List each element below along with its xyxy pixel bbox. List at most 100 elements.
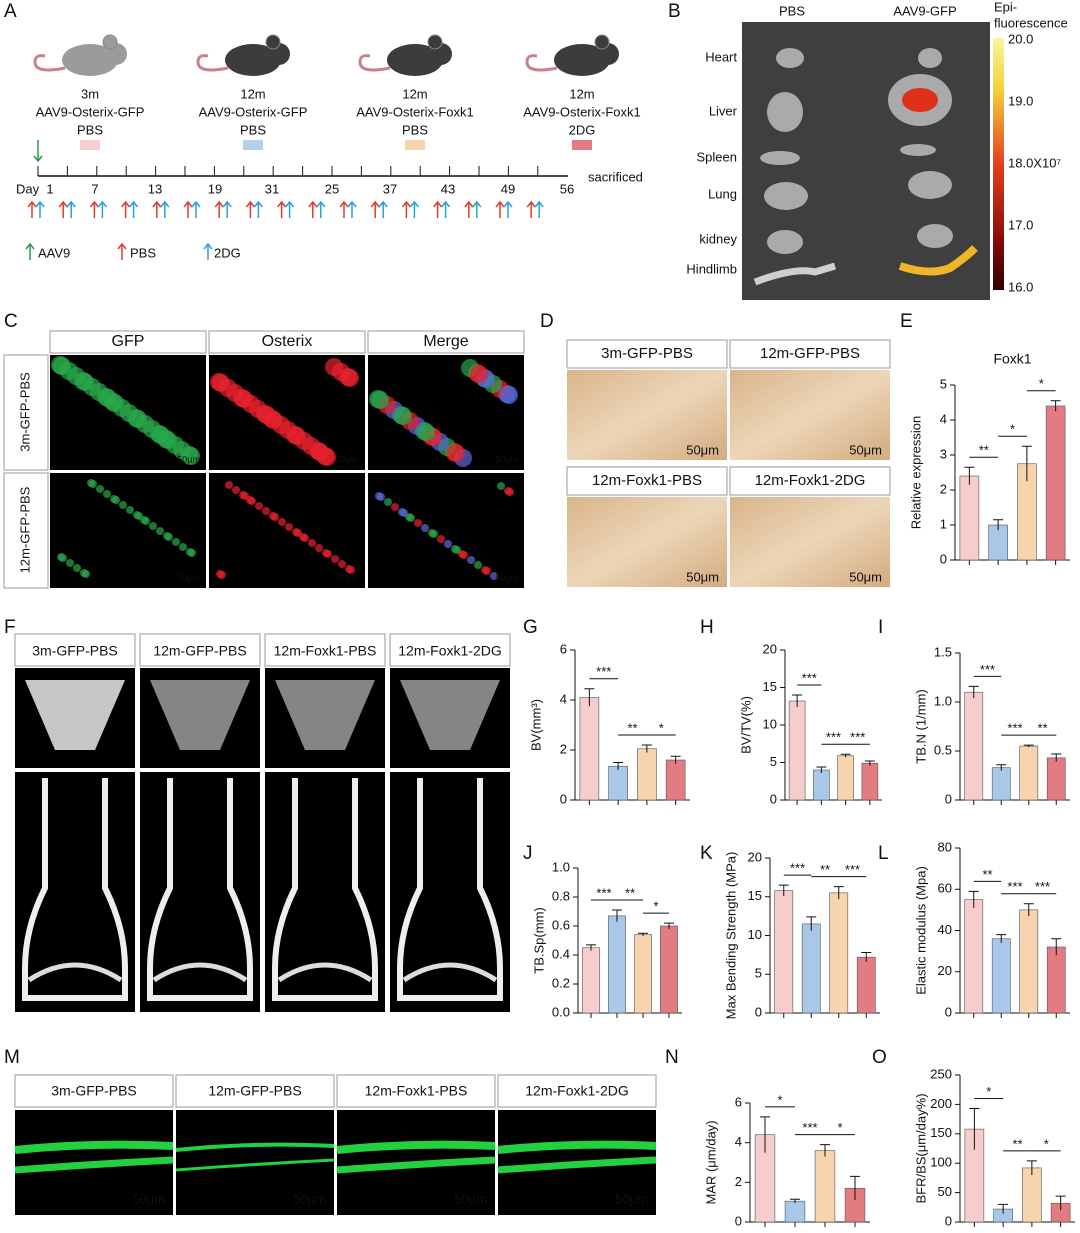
mouse-body [387, 44, 443, 76]
column-header: GFP [112, 333, 145, 350]
y-tick-label: 250 [930, 1066, 952, 1081]
mouse-ear [265, 34, 281, 50]
ct-header-box [264, 633, 386, 667]
label: AAV9-Osterix-Foxk1 [356, 104, 474, 119]
ct-header-box [139, 633, 261, 667]
y-axis-label: TB.Sp(mm) [531, 907, 546, 973]
bar [1019, 745, 1039, 801]
error-bar [792, 694, 803, 707]
significance-label: *** [980, 662, 995, 677]
injection-arrow [245, 200, 255, 218]
ct-label: 12m-Foxk1-2DG [398, 643, 501, 659]
ct-image-bottom [15, 772, 135, 1012]
y-tick-label: 6 [735, 1094, 742, 1109]
error-bar [840, 753, 851, 758]
organ-label: Liver [709, 103, 738, 118]
row-header: 3m-GFP-PBS [17, 372, 32, 452]
y-tick-label: 0 [770, 791, 777, 806]
ct-image-bottom [390, 772, 510, 1012]
ct-label: 12m-GFP-PBS [153, 643, 246, 659]
bar [788, 700, 806, 801]
injection-arrow [66, 200, 76, 218]
colorbar-title: fluorescence [994, 15, 1068, 30]
significance-label: *** [596, 885, 611, 900]
injection-arrow [464, 200, 474, 218]
colorbar-title: Epi- [994, 0, 1017, 14]
y-tick-label: 150 [930, 1125, 952, 1140]
y-tick-label: 4 [940, 411, 947, 426]
injection-arrow [370, 200, 380, 218]
signal [152, 426, 170, 444]
signal [59, 554, 67, 562]
injection-arrow [433, 200, 443, 218]
label: PBS [77, 122, 103, 137]
mouse-body [225, 44, 281, 76]
y-tick-label: 0.2 [552, 975, 570, 990]
group-swatch [572, 140, 592, 150]
error-bar [964, 466, 975, 485]
calcein-band [497, 1156, 657, 1174]
y-tick-label: 2 [940, 481, 947, 496]
organ [908, 171, 952, 199]
error-bar [670, 755, 681, 764]
signal [156, 527, 164, 535]
y-tick-label: 0 [945, 791, 952, 806]
signal [483, 567, 491, 575]
injection-arrow [222, 200, 232, 218]
label: PBS [779, 3, 805, 18]
error-bar [996, 934, 1007, 943]
ihc-header-box [729, 466, 891, 496]
liver-signal [902, 88, 938, 112]
calcein-header-box [175, 1074, 335, 1108]
panel-label: E [900, 311, 913, 332]
y-axis-label: BV(mm³) [528, 699, 543, 751]
signal [241, 492, 249, 500]
day-label: 7 [91, 181, 98, 196]
error-bar [664, 922, 674, 929]
column-header: Merge [423, 333, 468, 350]
ct-header-box [389, 633, 511, 667]
signal [497, 482, 505, 490]
signal [341, 369, 359, 387]
signal [421, 524, 429, 532]
colorbar [993, 38, 1004, 290]
ihc-header-box [729, 339, 891, 369]
error-bar [1051, 753, 1062, 762]
significance-label: *** [826, 730, 841, 745]
injection-arrow [526, 200, 536, 218]
y-tick-label: 0.0 [552, 1004, 570, 1019]
y-tick-label: 0 [940, 551, 947, 566]
signal [430, 530, 438, 538]
day-label: 37 [383, 181, 397, 196]
ct-image-bottom [265, 772, 385, 1012]
error-bar [969, 1108, 980, 1150]
injection-arrow [277, 200, 287, 218]
y-axis-label: BV/TV(%) [738, 696, 753, 754]
legend-label: AAV9 [38, 245, 70, 260]
trabecular-top [275, 680, 375, 750]
signal [172, 538, 180, 546]
y-tick-label: 200 [930, 1096, 952, 1111]
signal [467, 556, 475, 564]
significance-label: *** [802, 1120, 817, 1135]
scale-label: 50μm [849, 569, 882, 584]
y-tick-label: 4 [735, 1134, 742, 1149]
significance-label: *** [596, 664, 611, 679]
bar [959, 475, 980, 561]
error-bar [1051, 938, 1062, 956]
signal [126, 506, 134, 514]
y-tick-label: 0.8 [552, 888, 570, 903]
bar [1046, 946, 1066, 1014]
label: AAV9-Osterix-GFP [36, 104, 145, 119]
group-swatch [405, 140, 425, 150]
panel-label: M [4, 1047, 20, 1068]
label: 12m [240, 86, 265, 101]
ihc-label: 12m-GFP-PBS [760, 345, 860, 362]
y-tick-label: 20 [938, 963, 952, 978]
day-label: 56 [560, 181, 574, 196]
error-bar [968, 890, 979, 908]
y-tick-label: 15 [763, 679, 777, 694]
error-bar [790, 1198, 800, 1204]
error-bar [1021, 445, 1032, 482]
error-bar [833, 886, 844, 900]
